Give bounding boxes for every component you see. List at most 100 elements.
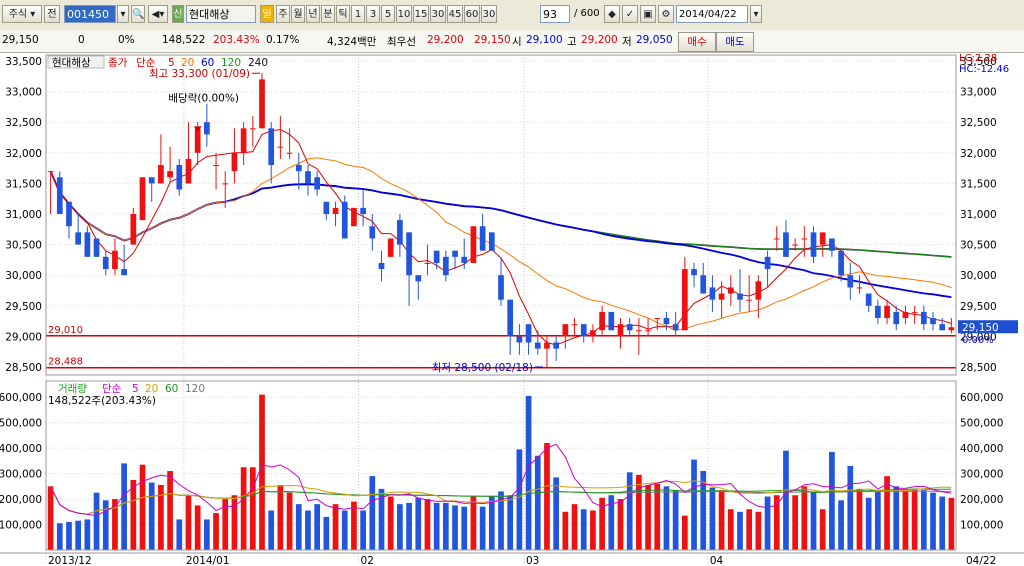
legend-period: 20 [181, 57, 194, 69]
period-button-11[interactable]: 45 [447, 5, 463, 23]
save-icon[interactable]: ▣ [640, 5, 656, 23]
volume-bar [617, 499, 624, 550]
candle-body [920, 311, 927, 325]
period-button-1[interactable]: 월 [291, 5, 305, 23]
calendar-icon[interactable]: ▾ [750, 5, 762, 23]
candle-body [277, 146, 284, 148]
candle-body [369, 226, 376, 239]
volume-bar [516, 449, 523, 550]
period-button-7[interactable]: 5 [381, 5, 395, 23]
period-button-8[interactable]: 10 [396, 5, 412, 23]
price-tick-left: 32,500 [5, 117, 42, 129]
buy-button[interactable]: 매수 [678, 32, 716, 52]
search-icon[interactable]: 🔍 [131, 5, 145, 23]
volume-tick-left: 200,000 [0, 494, 42, 506]
amount: 4,324백만 [327, 36, 377, 48]
day-period-button[interactable]: 일 [260, 5, 274, 23]
candle-body [424, 262, 431, 264]
period-button-12[interactable]: 60 [464, 5, 480, 23]
volume-bar [461, 506, 468, 550]
high-label: 고 [567, 36, 577, 48]
volume-legend-period: 20 [145, 383, 158, 395]
volume-bar [856, 488, 863, 550]
price-tick-right: 32,500 [960, 117, 997, 129]
open: 29,100 [526, 34, 563, 46]
candle-body [672, 324, 679, 331]
candle-body [295, 165, 302, 172]
volume-bar [249, 467, 256, 550]
candle-body [406, 232, 412, 276]
volume-bar [875, 491, 881, 550]
volume-bar [204, 519, 210, 550]
volume-bar [590, 510, 596, 550]
candle-body [470, 226, 477, 263]
x-tick-label: 04 [710, 555, 724, 566]
volume-bar [672, 490, 679, 550]
candle-body [498, 275, 504, 300]
candle-body [259, 79, 265, 129]
volume-bar [139, 464, 146, 550]
date-input[interactable]: 2014/04/22 [676, 5, 748, 23]
candle-body [681, 269, 688, 331]
period-button-10[interactable]: 30 [430, 5, 446, 23]
period-button-3[interactable]: 분 [321, 5, 335, 23]
period-button-0[interactable]: 주 [276, 5, 290, 23]
count-input[interactable]: 93 [540, 5, 570, 23]
period-button-4[interactable]: 틱 [336, 5, 350, 23]
period-button-2[interactable]: 년 [306, 5, 320, 23]
chart-tool-icon[interactable]: ✓ [622, 5, 638, 23]
candle-body [66, 201, 72, 227]
candle-body [286, 152, 293, 154]
speaker-icon[interactable]: ◀▾ [148, 5, 168, 23]
volume-bar [305, 510, 311, 550]
candle-body [213, 165, 219, 167]
code-input[interactable]: 001450 [64, 5, 116, 23]
candle-body [737, 293, 743, 300]
candle-body [176, 165, 183, 190]
settings-icon[interactable]: ⚙ [658, 5, 674, 23]
volume-bar [158, 485, 164, 550]
candle-body [479, 226, 486, 251]
volume-bar [737, 511, 743, 550]
period-button-5[interactable]: 1 [351, 5, 365, 23]
candle-body [130, 214, 137, 245]
chart-area[interactable]: 29,010 28,488 33,500 33,500 33,000 33,000 32,… [0, 53, 1024, 566]
candle-body [838, 250, 844, 276]
code-dropdown-icon[interactable]: ▾ [117, 5, 129, 23]
volume-bar [746, 509, 753, 550]
volume-bar [397, 504, 403, 550]
last-price-box [958, 320, 1018, 334]
prev-button[interactable]: 전 [44, 5, 60, 23]
candle-body [764, 256, 771, 270]
volume-bar [939, 496, 946, 550]
volume-bar [323, 516, 330, 550]
market-select[interactable]: 주식 ▾ [2, 5, 42, 23]
candle-body [139, 177, 146, 221]
volume-bar [847, 465, 854, 550]
candle-body [930, 318, 936, 325]
price-tick-left: 31,500 [5, 178, 42, 190]
volume-tick-left: 100,000 [0, 520, 42, 532]
volume-sub-label: 148,522주(203.43%) [48, 395, 156, 407]
ma20-line [50, 157, 952, 331]
volume-tick-left: 600,000 [0, 392, 42, 404]
price-tick-right: 32,000 [960, 148, 997, 160]
volume-bar [341, 510, 348, 550]
scroll-icon[interactable]: ◆ [604, 5, 620, 23]
period-button-9[interactable]: 15 [413, 5, 429, 23]
candle-body [240, 128, 247, 153]
volume-legend-period: 120 [185, 383, 205, 395]
period-button-13[interactable]: 30 [481, 5, 497, 23]
candle-body [461, 256, 468, 263]
candle-body [231, 152, 238, 172]
price-tick-left: 33,000 [5, 87, 42, 99]
volume-bars [47, 394, 955, 550]
volume-bar [534, 455, 541, 550]
price-tick-left: 28,500 [5, 362, 42, 374]
candle-body [378, 262, 385, 270]
period-button-6[interactable]: 3 [366, 5, 380, 23]
sell-button[interactable]: 매도 [716, 32, 754, 52]
open-label: 시 [512, 36, 522, 48]
price-tick-right: 31,500 [960, 178, 997, 190]
volume-bar [663, 486, 670, 550]
